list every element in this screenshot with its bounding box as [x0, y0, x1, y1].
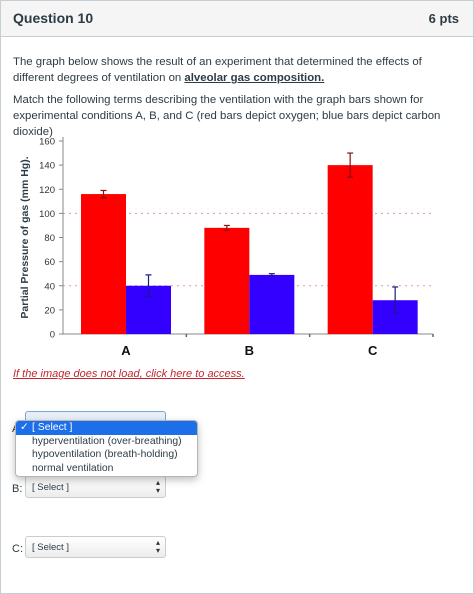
intro-text: The graph below shows the result of an e… [13, 56, 422, 84]
bar-chart: 0 20 40 60 80 100 120 140 160 Partial Pressure of… [19, 137, 434, 358]
select-c-value: [ Select ] [32, 542, 69, 553]
select-arrows-icon: ▴ ▾ [155, 478, 160, 495]
dropdown-option-hyperventilation[interactable]: hyperventilation (over-breathing) [32, 435, 182, 447]
bar [249, 274, 295, 334]
y-tick-label: 80 [44, 233, 55, 244]
select-c[interactable]: [ Select ] ▴ ▾ [25, 536, 166, 558]
checkmark-icon: ✓ [20, 422, 29, 433]
intro-emphasis: alveolar gas composition. [184, 72, 325, 84]
y-tick-label: 140 [39, 161, 55, 172]
bar [81, 194, 126, 334]
bar [327, 165, 373, 334]
y-tick-label: 120 [39, 185, 55, 196]
select-arrows-icon: ▴ ▾ [155, 538, 160, 555]
question-points: 6 pts [428, 11, 459, 26]
x-tick-label: C [368, 343, 378, 358]
y-tick-label: 20 [44, 305, 55, 316]
dropdown-option-normal[interactable]: normal ventilation [32, 462, 114, 474]
dropdown-option-select[interactable]: ✓[ Select ] [16, 421, 197, 435]
dropdown-option-hypoventilation[interactable]: hypoventilation (breath-holding) [32, 449, 178, 460]
bar [204, 227, 250, 334]
y-tick-label: 160 [39, 137, 55, 148]
select-a-dropdown[interactable]: ✓[ Select ] hyperventilation (over-breat… [15, 420, 198, 477]
y-axis-label: Partial Pressure of gas (mm Hg). [19, 156, 31, 318]
image-fallback-link[interactable]: If the image does not load, click here t… [13, 368, 245, 380]
select-b[interactable]: [ Select ] ▴ ▾ [25, 476, 166, 498]
select-b-value: [ Select ] [32, 482, 69, 493]
x-tick-label: A [121, 343, 131, 358]
select-b-letter: B: [12, 483, 23, 495]
question-header: Question 10 6 pts [1, 1, 473, 37]
y-tick-label: 0 [50, 330, 55, 341]
y-tick-label: 100 [39, 209, 55, 220]
question-title: Question 10 [13, 10, 94, 26]
y-tick-label: 40 [44, 281, 55, 292]
question-instructions: Match the following terms describing the… [13, 94, 441, 138]
select-c-letter: C: [12, 543, 23, 555]
y-tick-label: 60 [44, 257, 55, 268]
x-tick-label: B [245, 343, 254, 358]
question-intro: The graph below shows the result of an e… [13, 54, 463, 86]
